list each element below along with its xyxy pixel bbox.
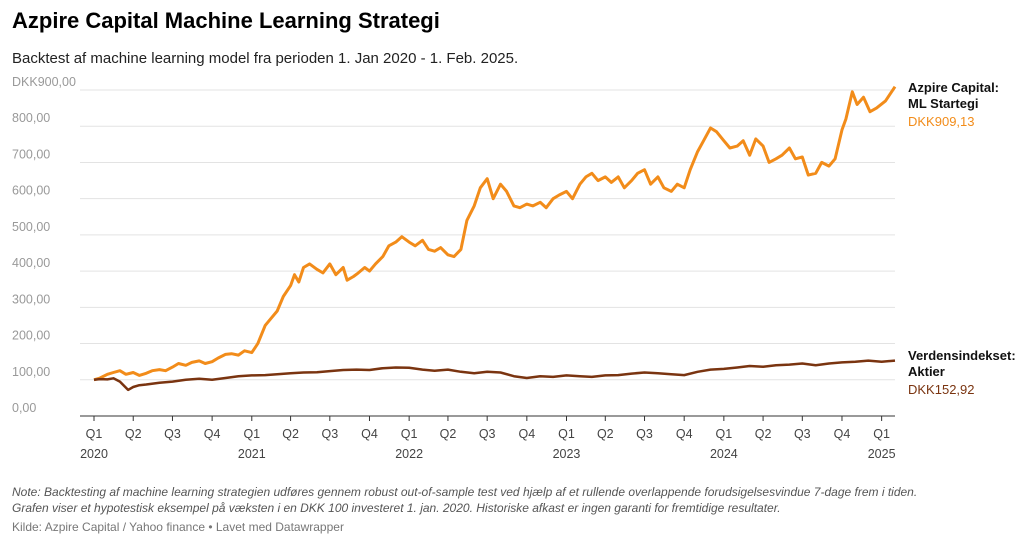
y-tick-label: 400,00	[12, 256, 50, 270]
x-tick-label: Q1	[243, 427, 260, 441]
x-tick-label: Q2	[597, 427, 614, 441]
x-tick-label: Q3	[794, 427, 811, 441]
x-tick-label: Q1	[86, 427, 103, 441]
series-name-label: Aktier	[908, 364, 945, 379]
x-year-label: 2024	[710, 447, 738, 461]
x-tick-label: Q1	[401, 427, 418, 441]
series-name-label: Verdensindekset:	[908, 348, 1016, 363]
x-tick-label: Q1	[558, 427, 575, 441]
x-tick-label: Q4	[204, 427, 221, 441]
y-tick-label: 100,00	[12, 365, 50, 379]
y-tick-label: 600,00	[12, 184, 50, 198]
x-tick-label: Q2	[282, 427, 299, 441]
y-tick-label: 800,00	[12, 111, 50, 125]
x-tick-label: Q4	[518, 427, 535, 441]
y-tick-label: 200,00	[12, 329, 50, 343]
grid-lines	[80, 89, 895, 417]
x-year-label: 2020	[80, 447, 108, 461]
series-labels: Azpire Capital:ML Startegi DKK909,13 Verde…	[908, 80, 1016, 397]
chart-source: Kilde: Azpire Capital / Yahoo finance • …	[12, 520, 344, 534]
y-axis: 0,00 100,00 200,00 300,00 400,00 500,00 600,00…	[12, 75, 76, 415]
series-line	[93, 85, 897, 382]
x-tick-label: Q1	[873, 427, 890, 441]
chart-title: Azpire Capital Machine Learning Strategi	[12, 8, 440, 33]
chart-note: Note: Backtesting af machine learning st…	[12, 484, 1012, 516]
x-tick-label: Q4	[834, 427, 851, 441]
x-year-label: 2022	[395, 447, 423, 461]
y-tick-label: 300,00	[12, 292, 50, 306]
x-tick-label: Q3	[636, 427, 653, 441]
x-year-label: 2023	[553, 447, 581, 461]
y-tick-label: 500,00	[12, 220, 50, 234]
chart-subtitle: Backtest af machine learning model fra p…	[12, 50, 519, 67]
x-tick-label: Q4	[361, 427, 378, 441]
x-tick-label: Q2	[755, 427, 772, 441]
x-tick-label: Q1	[716, 427, 733, 441]
x-year-label: 2025	[868, 447, 896, 461]
x-tick-label: Q2	[125, 427, 142, 441]
x-tick-label: Q4	[676, 427, 693, 441]
note-line-2: Grafen viser et hypotestisk eksempel på …	[12, 501, 781, 515]
y-tick-label: 0,00	[12, 401, 36, 415]
line-chart: 0,00 100,00 200,00 300,00 400,00 500,00 600,00…	[12, 75, 1016, 461]
x-tick-label: Q3	[164, 427, 181, 441]
series-end-value: DKK152,92	[908, 382, 975, 397]
series-end-value: DKK909,13	[908, 114, 975, 129]
x-year-label: 2021	[238, 447, 266, 461]
x-tick-label: Q2	[440, 427, 457, 441]
x-tick-label: Q3	[321, 427, 338, 441]
series-lines	[93, 85, 897, 392]
x-tick-label: Q3	[479, 427, 496, 441]
note-line-1: Note: Backtesting af machine learning st…	[12, 485, 918, 499]
x-axis: Q1 2020 Q2 Q3 Q4 Q1 2021 Q2 Q3 Q4 Q1 2022 Q2 Q3 Q4 Q1 20…	[80, 416, 896, 461]
series-line	[93, 359, 896, 392]
y-tick-label: 700,00	[12, 147, 50, 161]
y-tick-label: DKK900,00	[12, 75, 76, 89]
series-name-label: Azpire Capital:	[908, 80, 999, 95]
series-name-label: ML Startegi	[908, 96, 979, 111]
